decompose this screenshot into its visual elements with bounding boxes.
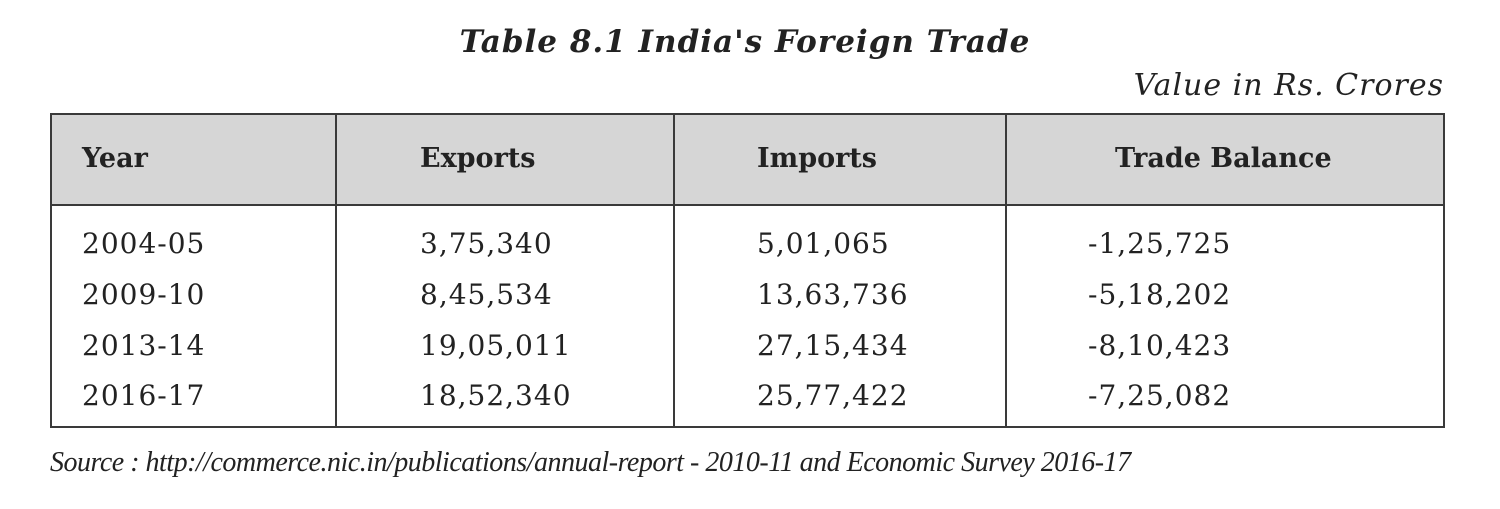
header-row — [52, 115, 1443, 206]
header-cell: Exports — [420, 143, 536, 174]
table-cell: 27,15,434 — [757, 329, 909, 362]
unit-note: Value in Rs. Crores — [1133, 68, 1444, 103]
table-cell: 3,75,340 — [420, 227, 553, 260]
column-divider — [335, 115, 337, 426]
table-cell: -7,25,082 — [1088, 379, 1232, 412]
table-title: Table 8.1 India's Foreign Trade — [459, 24, 1031, 60]
header-cell: Trade Balance — [1115, 143, 1332, 174]
table-cell: 2009-10 — [82, 278, 206, 311]
table-cell: 2016-17 — [82, 379, 206, 412]
table: Year Exports Imports Trade Balance 2004-05 3,… — [50, 113, 1445, 428]
table-cell: -5,18,202 — [1088, 278, 1232, 311]
table-cell: 19,05,011 — [420, 329, 572, 362]
table-cell: 13,63,736 — [757, 278, 909, 311]
table-cell: -8,10,423 — [1088, 329, 1232, 362]
table-cell: 2013-14 — [82, 329, 206, 362]
column-divider — [1005, 115, 1007, 426]
column-divider — [673, 115, 675, 426]
table-cell: 5,01,065 — [757, 227, 890, 260]
table-cell: -1,25,725 — [1088, 227, 1232, 260]
table-cell: 8,45,534 — [420, 278, 553, 311]
source-note: Source : http://commerce.nic.in/publicat… — [50, 447, 1131, 478]
table-cell: 2004-05 — [82, 227, 206, 260]
table-cell: 25,77,422 — [757, 379, 909, 412]
table-cell: 18,52,340 — [420, 379, 572, 412]
header-cell: Imports — [757, 143, 877, 174]
header-cell: Year — [82, 143, 148, 174]
